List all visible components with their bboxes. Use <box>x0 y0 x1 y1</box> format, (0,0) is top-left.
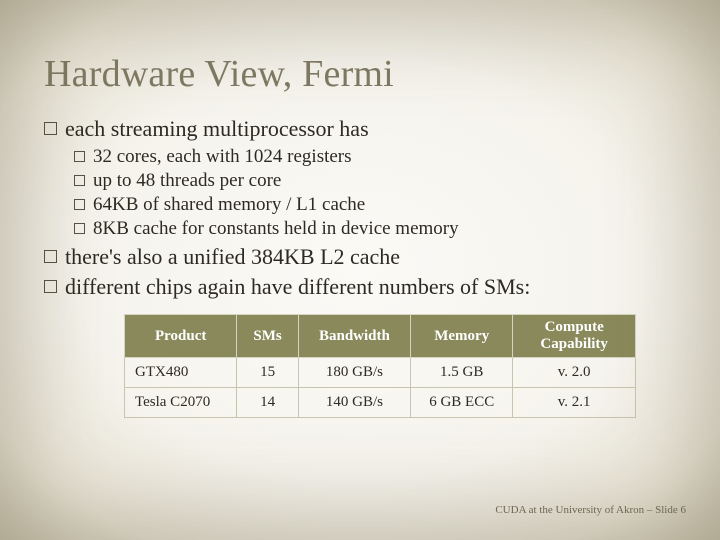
bullet-text: each streaming multiprocessor has <box>65 116 676 142</box>
th-compute: Compute Capability <box>513 315 636 358</box>
table-header-row: Product SMs Bandwidth Memory Compute Cap… <box>125 315 636 358</box>
td-sms: 14 <box>237 388 298 418</box>
bullet-level2: 32 cores, each with 1024 registers <box>74 146 676 168</box>
bullet-level2: up to 48 threads per core <box>74 170 676 192</box>
td-product: Tesla C2070 <box>125 388 237 418</box>
gpu-comparison-table: Product SMs Bandwidth Memory Compute Cap… <box>124 314 636 418</box>
td-memory: 6 GB ECC <box>411 388 513 418</box>
slide: Hardware View, Fermi each streaming mult… <box>0 0 720 540</box>
td-memory: 1.5 GB <box>411 358 513 388</box>
th-memory: Memory <box>411 315 513 358</box>
bullet-text: different chips again have different num… <box>65 274 676 300</box>
bullet-level1: each streaming multiprocessor has <box>44 116 676 142</box>
square-bullet-icon <box>74 223 85 234</box>
td-bandwidth: 180 GB/s <box>298 358 410 388</box>
th-product: Product <box>125 315 237 358</box>
bullet-level1: there's also a unified 384KB L2 cache <box>44 244 676 270</box>
bullet-text: 32 cores, each with 1024 registers <box>93 146 676 168</box>
square-bullet-icon <box>74 199 85 210</box>
slide-title: Hardware View, Fermi <box>44 52 676 96</box>
bullet-text: 8KB cache for constants held in device m… <box>93 218 676 240</box>
bullet-text: 64KB of shared memory / L1 cache <box>93 194 676 216</box>
td-compute: v. 2.0 <box>513 358 636 388</box>
td-sms: 15 <box>237 358 298 388</box>
table-row: GTX480 15 180 GB/s 1.5 GB v. 2.0 <box>125 358 636 388</box>
table: Product SMs Bandwidth Memory Compute Cap… <box>124 314 636 418</box>
td-bandwidth: 140 GB/s <box>298 388 410 418</box>
bullet-level2: 64KB of shared memory / L1 cache <box>74 194 676 216</box>
square-bullet-icon <box>44 250 57 263</box>
slide-footer: CUDA at the University of Akron – Slide … <box>495 504 686 516</box>
bullet-text: up to 48 threads per core <box>93 170 676 192</box>
bullet-level2: 8KB cache for constants held in device m… <box>74 218 676 240</box>
square-bullet-icon <box>44 122 57 135</box>
th-sms: SMs <box>237 315 298 358</box>
square-bullet-icon <box>44 280 57 293</box>
square-bullet-icon <box>74 175 85 186</box>
td-product: GTX480 <box>125 358 237 388</box>
square-bullet-icon <box>74 151 85 162</box>
td-compute: v. 2.1 <box>513 388 636 418</box>
table-row: Tesla C2070 14 140 GB/s 6 GB ECC v. 2.1 <box>125 388 636 418</box>
th-bandwidth: Bandwidth <box>298 315 410 358</box>
bullet-text: there's also a unified 384KB L2 cache <box>65 244 676 270</box>
bullet-level1: different chips again have different num… <box>44 274 676 300</box>
